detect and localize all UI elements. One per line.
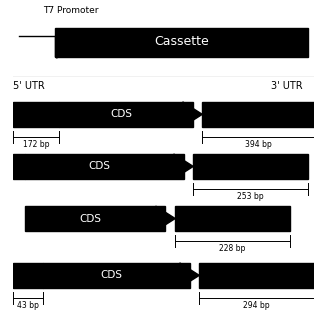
Text: CDS: CDS [100,270,122,280]
Polygon shape [156,206,175,231]
Text: 253 bp: 253 bp [237,192,264,201]
Polygon shape [180,263,199,288]
Bar [13,154,25,179]
Text: Cassette: Cassette [154,35,209,48]
Bar [202,102,314,127]
Text: 5' UTR: 5' UTR [13,81,44,91]
Bar [13,102,60,127]
Bar [199,263,314,288]
Polygon shape [174,154,193,179]
Text: 3' UTR: 3' UTR [271,81,303,91]
Text: 172 bp: 172 bp [23,140,49,148]
Bar [25,154,183,179]
Text: 394 bp: 394 bp [244,140,271,148]
Text: T7 Promoter: T7 Promoter [43,6,98,15]
Bar [13,263,43,288]
Bar [60,102,193,127]
Bar [175,206,290,231]
Text: 228 bp: 228 bp [219,244,245,253]
Text: CDS: CDS [79,213,101,224]
Text: 43 bp: 43 bp [17,300,39,309]
Bar [193,154,308,179]
Bar [25,206,165,231]
Text: CDS: CDS [110,109,132,119]
Bar [43,263,189,288]
Text: 294 bp: 294 bp [243,300,270,309]
Text: CDS: CDS [88,161,110,172]
Bar [55,28,308,57]
Polygon shape [183,102,202,127]
